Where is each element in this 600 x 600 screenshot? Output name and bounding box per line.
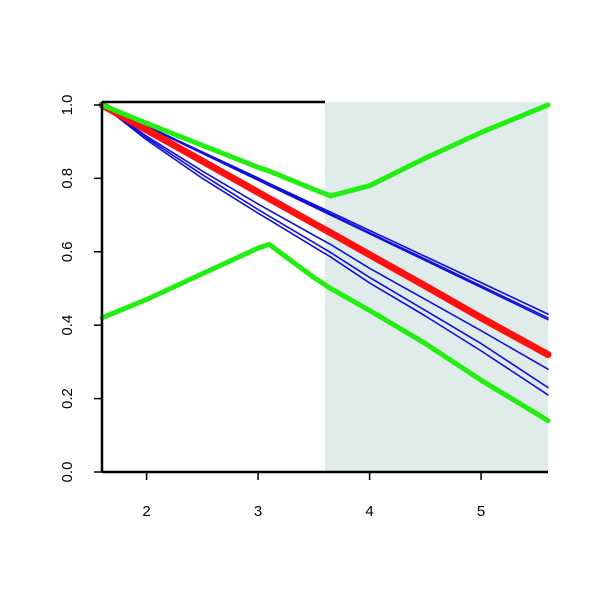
series-line [99,102,551,199]
shaded-region [325,102,548,472]
y-tick-label: 0.6 [59,241,76,262]
series-line [101,104,549,396]
x-tick-label: 3 [254,503,262,520]
series-line [101,104,549,321]
series-line [101,104,549,315]
y-tick-label: 0.8 [59,168,76,189]
y-tick-label: 1.0 [59,95,76,116]
y-tick-label: 0.4 [59,315,76,336]
series-line [101,104,549,389]
y-tick-label: 0.0 [59,462,76,483]
series-line [101,104,549,371]
x-tick-label: 5 [477,503,485,520]
series-line [99,241,551,424]
y-tick-label: 0.2 [59,388,76,409]
series-line [98,101,552,359]
x-tick-label: 2 [142,503,150,520]
x-tick-label: 4 [365,503,373,520]
